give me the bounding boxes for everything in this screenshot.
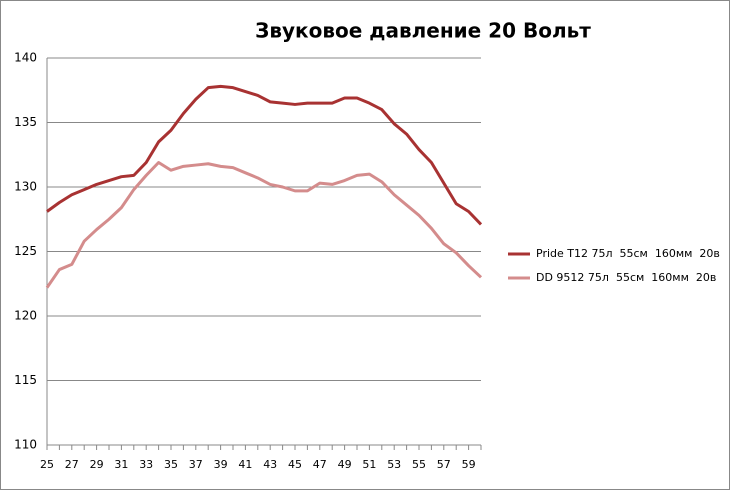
x-tick-label: 49: [338, 458, 352, 471]
legend-label: DD 9512 75л 55см 160мм 20в: [536, 271, 716, 284]
x-tick-label: 41: [238, 458, 252, 471]
legend-label: Pride T12 75л 55см 160мм 20в: [536, 247, 720, 260]
x-tick-label: 47: [313, 458, 327, 471]
y-tick-label: 120: [14, 309, 37, 323]
y-tick-label: 110: [14, 438, 37, 452]
x-tick-label: 37: [189, 458, 203, 471]
x-tick-label: 25: [40, 458, 54, 471]
x-tick-label: 45: [288, 458, 302, 471]
x-tick-label: 43: [263, 458, 277, 471]
x-tick-label: 35: [164, 458, 178, 471]
x-tick-label: 31: [114, 458, 128, 471]
y-tick-label: 125: [14, 244, 37, 258]
x-tick-label: 39: [214, 458, 228, 471]
x-tick-label: 33: [139, 458, 153, 471]
chart-title: Звуковое давление 20 Вольт: [255, 19, 591, 43]
y-tick-label: 130: [14, 180, 37, 194]
series-line: [46, 84, 483, 226]
x-tick-label: 55: [412, 458, 426, 471]
series-line: [45, 160, 483, 289]
y-tick-label: 115: [14, 373, 37, 387]
x-tick-label: 51: [362, 458, 376, 471]
x-tick-label: 29: [90, 458, 104, 471]
y-tick-label: 140: [14, 51, 37, 65]
x-tick-label: 27: [65, 458, 79, 471]
x-tick-label: 57: [437, 458, 451, 471]
y-tick-label: 135: [14, 115, 37, 129]
x-tick-label: 53: [387, 458, 401, 471]
x-tick-label: 59: [462, 458, 476, 471]
